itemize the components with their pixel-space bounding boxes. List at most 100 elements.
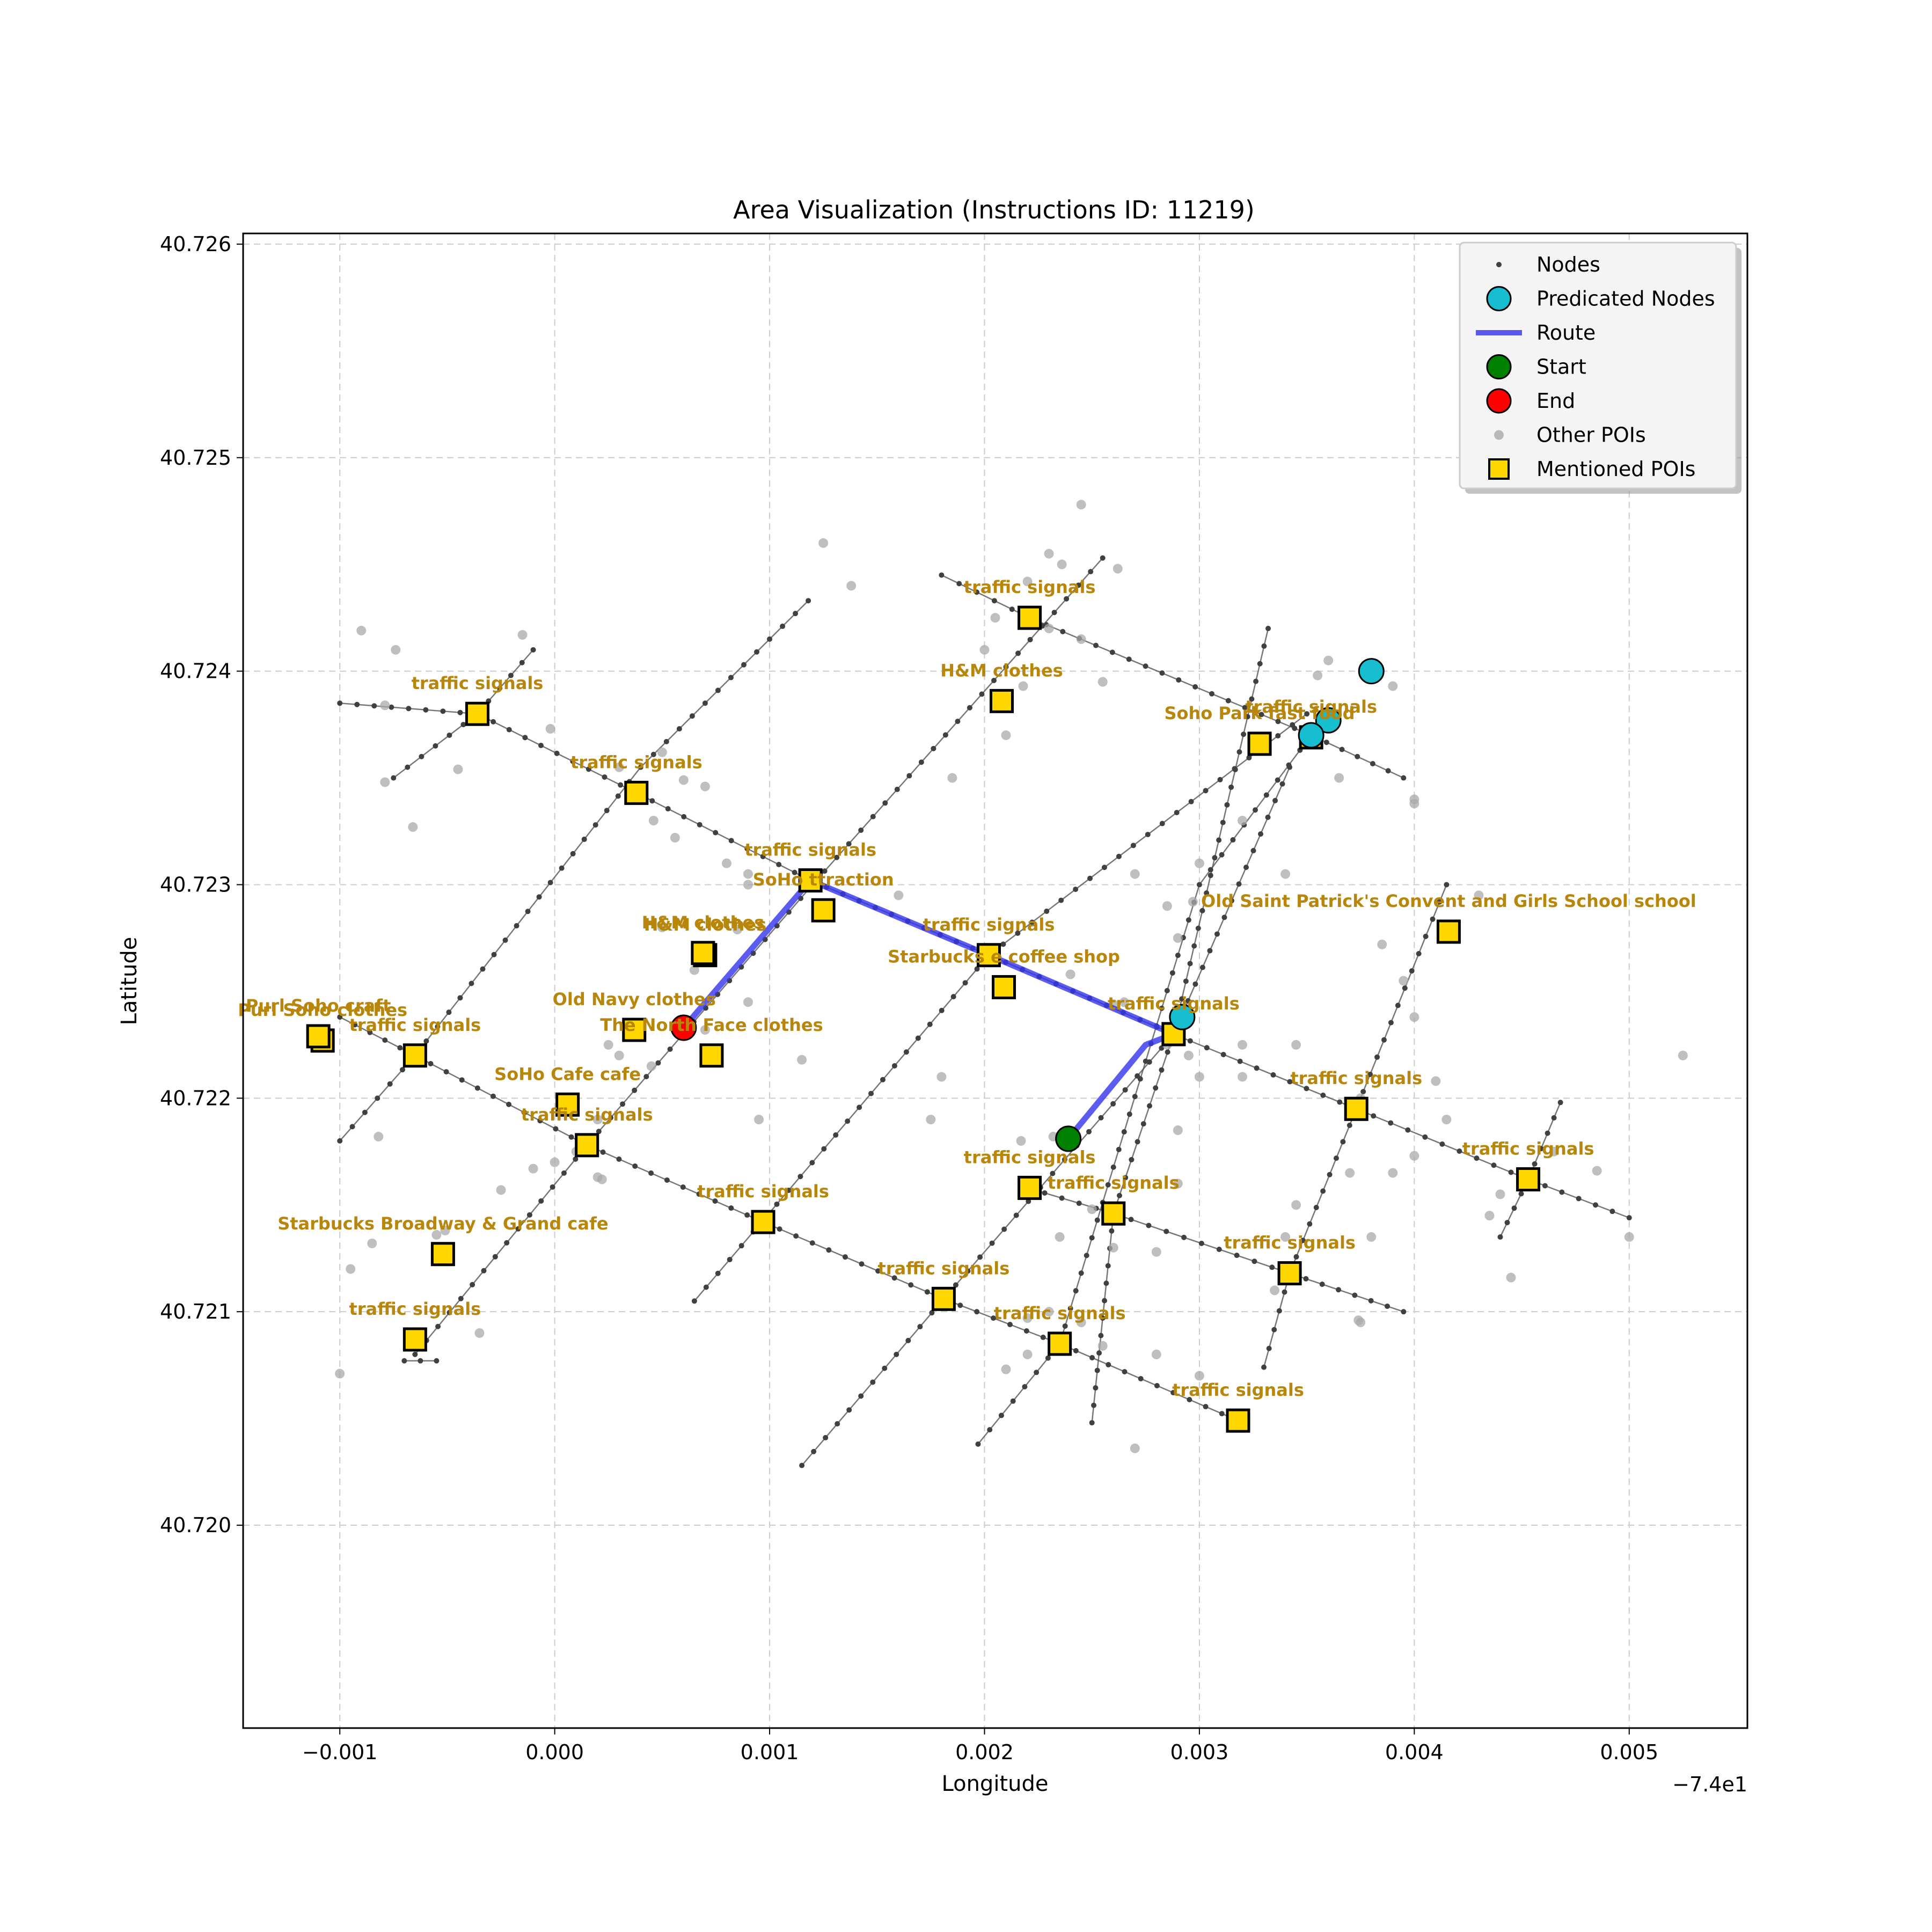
node-point xyxy=(1147,1103,1153,1109)
node-point xyxy=(1243,865,1249,870)
node-point xyxy=(1319,1282,1325,1287)
node-point xyxy=(1402,985,1408,991)
mentioned-poi-marker xyxy=(798,868,823,893)
node-point xyxy=(727,1256,733,1262)
other-poi-point xyxy=(1016,1136,1026,1146)
node-point xyxy=(713,830,719,836)
other-poi-point xyxy=(528,1163,538,1174)
node-point xyxy=(974,589,980,595)
node-point xyxy=(1304,711,1310,717)
poi-label: traffic signals xyxy=(1245,697,1377,717)
node-point xyxy=(1170,1390,1176,1396)
node-point xyxy=(741,662,747,668)
node-point xyxy=(1034,1370,1040,1375)
other-poi-point xyxy=(1151,1349,1161,1359)
node-point xyxy=(1192,981,1198,987)
node-point xyxy=(1027,636,1033,642)
mentioned-poi-marker xyxy=(1048,1331,1072,1356)
node-point xyxy=(1073,1348,1079,1353)
node-point xyxy=(1320,1188,1326,1194)
node-point xyxy=(728,838,734,844)
node-point xyxy=(1346,1122,1352,1128)
node-point xyxy=(1110,1101,1116,1107)
node-point xyxy=(1089,1355,1095,1360)
node-point xyxy=(1073,887,1079,892)
node-point xyxy=(1423,933,1429,939)
node-point xyxy=(950,994,956,1000)
node-point xyxy=(434,1358,440,1364)
node-point xyxy=(1333,1155,1339,1161)
node-point xyxy=(744,1212,750,1218)
node-point xyxy=(1187,1038,1193,1044)
node-point xyxy=(967,705,972,711)
node-point xyxy=(530,647,536,653)
grid xyxy=(243,233,1747,1728)
poi-label: traffic signals xyxy=(1462,1139,1594,1159)
node-point xyxy=(1250,848,1256,854)
node-point xyxy=(367,1029,373,1035)
node-point xyxy=(570,851,576,857)
node-point xyxy=(537,1118,543,1124)
other-poi-point xyxy=(1409,1151,1419,1161)
node-point xyxy=(1040,1334,1046,1340)
node-point xyxy=(1270,1072,1276,1078)
node-point xyxy=(1300,1238,1306,1243)
node-point xyxy=(1091,1402,1097,1408)
other-poi-point xyxy=(1678,1050,1688,1060)
x-tick-label: 0.003 xyxy=(1170,1740,1229,1764)
node-point xyxy=(1221,914,1227,920)
node-point xyxy=(435,1024,441,1030)
node-point xyxy=(1159,1005,1165,1011)
other-poi-point xyxy=(391,645,401,655)
node-point xyxy=(1381,1037,1387,1043)
mentioned-poi-marker xyxy=(1247,731,1272,756)
node-point xyxy=(1078,1270,1084,1276)
poi-label: traffic signals xyxy=(1224,1233,1356,1253)
node-point xyxy=(1122,1087,1128,1093)
node-point xyxy=(880,1077,885,1082)
node-point xyxy=(536,894,542,900)
node-point xyxy=(1360,1089,1366,1095)
other-poi-point xyxy=(1076,500,1086,510)
legend-mentioned-swatch xyxy=(1488,458,1510,480)
node-point xyxy=(1339,747,1345,752)
node-point xyxy=(1257,661,1263,667)
node-point xyxy=(1145,831,1151,837)
legend-label: Nodes xyxy=(1536,253,1600,276)
node-point xyxy=(1101,865,1107,870)
other-poi-point xyxy=(700,1025,710,1035)
node-point xyxy=(1422,1134,1428,1140)
node-point xyxy=(882,800,888,806)
node-point xyxy=(1576,1196,1582,1202)
other-poi-point xyxy=(1097,1341,1108,1351)
node-point xyxy=(1143,663,1148,669)
node-point xyxy=(506,727,512,733)
other-poi-point xyxy=(1194,858,1204,868)
node-point xyxy=(1059,1195,1065,1201)
other-poi-point xyxy=(374,1131,384,1141)
node-point xyxy=(1096,1350,1102,1356)
node-point xyxy=(1203,788,1209,794)
node-point xyxy=(1106,1362,1111,1367)
node-point xyxy=(1336,1287,1342,1293)
node-point xyxy=(680,1184,686,1190)
node-point xyxy=(1137,1076,1143,1082)
node-point xyxy=(401,1358,407,1364)
y-tick-label: 40.725 xyxy=(160,446,231,470)
other-poi-point xyxy=(1022,576,1033,587)
other-poi-point xyxy=(1183,1050,1194,1060)
node-point xyxy=(1089,1235,1095,1241)
node-point xyxy=(875,1268,881,1274)
node-point xyxy=(1185,917,1191,923)
other-poi-point xyxy=(1044,548,1054,559)
node-point xyxy=(1198,1240,1204,1246)
node-point xyxy=(799,1462,805,1468)
other-poi-point xyxy=(603,1040,613,1050)
other-poi-point xyxy=(1065,969,1075,979)
other-poi-point xyxy=(1022,1349,1033,1359)
other-poi-point xyxy=(1323,655,1334,665)
node-point xyxy=(638,764,643,770)
mentioned-poi-marker xyxy=(1226,1408,1250,1433)
node-point xyxy=(1086,1129,1092,1135)
